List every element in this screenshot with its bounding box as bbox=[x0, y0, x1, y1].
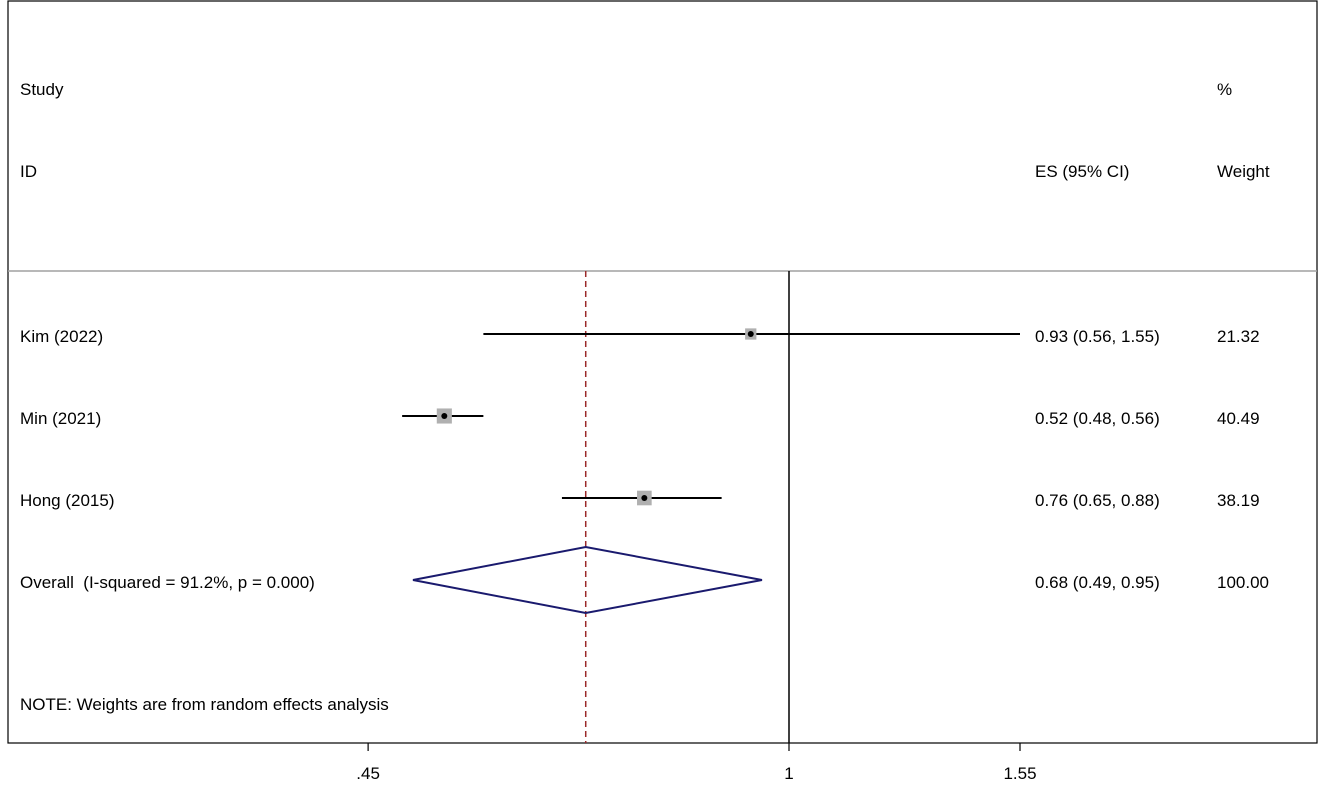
weight-kim: 21.32 bbox=[1217, 327, 1260, 346]
overall-diamond bbox=[412, 545, 763, 615]
es-text-overall: 0.68 (0.49, 0.95) bbox=[1035, 573, 1160, 592]
weight-overall: 100.00 bbox=[1217, 573, 1269, 592]
plot-marks: .45 1 1.55 bbox=[356, 271, 1037, 783]
weight-hong: 38.19 bbox=[1217, 491, 1260, 510]
weight-min: 40.49 bbox=[1217, 409, 1260, 428]
header-percent: % bbox=[1217, 80, 1232, 99]
x-tick-label: .45 bbox=[356, 764, 380, 783]
header-es: ES (95% CI) bbox=[1035, 162, 1129, 181]
x-tick-label: 1.55 bbox=[1003, 764, 1036, 783]
study-label-min: Min (2021) bbox=[20, 409, 101, 428]
point-estimate bbox=[641, 495, 648, 501]
plot-frame bbox=[7, 0, 1318, 744]
point-estimate bbox=[747, 331, 754, 337]
header-study: Study bbox=[20, 80, 64, 99]
es-text-hong: 0.76 (0.65, 0.88) bbox=[1035, 491, 1160, 510]
note-text: NOTE: Weights are from random effects an… bbox=[20, 695, 389, 714]
es-text-min: 0.52 (0.48, 0.56) bbox=[1035, 409, 1160, 428]
overall-label: Overall (I-squared = 91.2%, p = 0.000) bbox=[20, 573, 315, 592]
point-estimate bbox=[441, 413, 448, 419]
study-label-hong: Hong (2015) bbox=[20, 491, 115, 510]
es-text-kim: 0.93 (0.56, 1.55) bbox=[1035, 327, 1160, 346]
header-weight: Weight bbox=[1217, 162, 1270, 181]
study-label-kim: Kim (2022) bbox=[20, 327, 103, 346]
x-tick-label: 1 bbox=[784, 764, 793, 783]
header-id: ID bbox=[20, 162, 37, 181]
